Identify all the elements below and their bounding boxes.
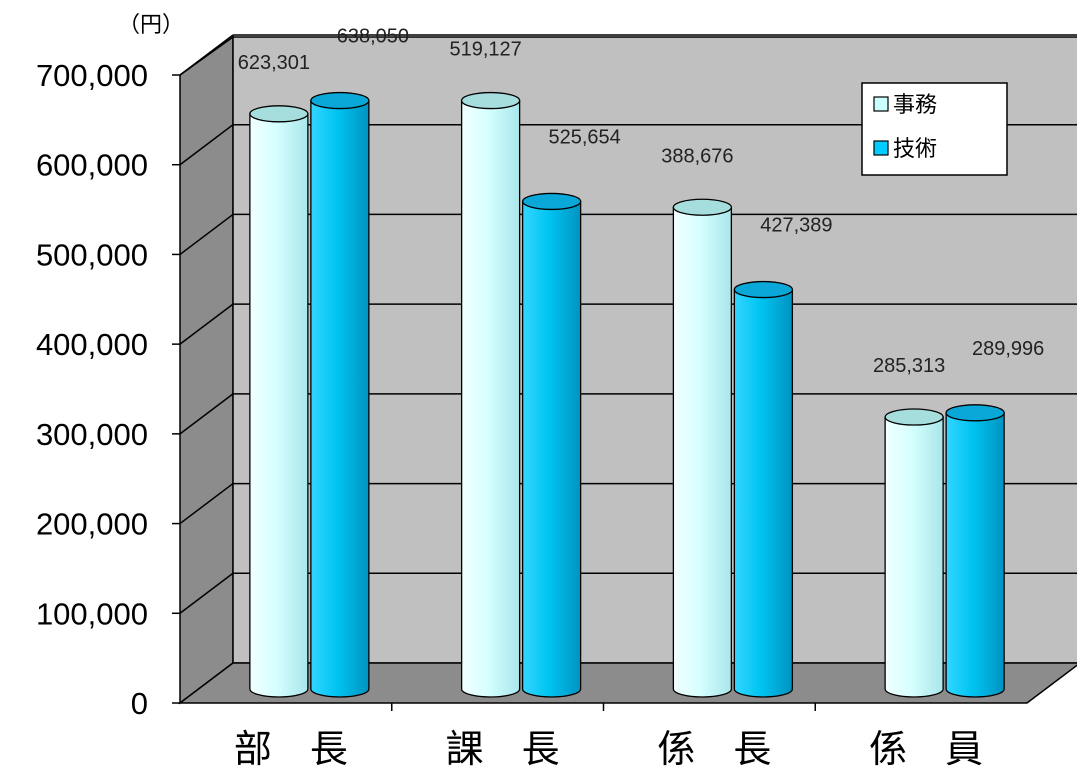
gridline-side (179, 34, 234, 76)
bar-body (460, 99, 521, 698)
bar-top (884, 408, 944, 426)
y-tick-label: 200,000 (36, 507, 148, 542)
bar-top (733, 280, 794, 299)
y-tick-label: 0 (131, 686, 148, 721)
floor (177, 662, 1077, 704)
bar-body (672, 206, 733, 698)
legend-swatch-gijutsu (873, 140, 889, 156)
data-label: 289,996 (972, 338, 1044, 360)
data-label: 388,676 (661, 145, 733, 167)
x-category-label: 部 長 (234, 727, 348, 771)
back-wall (232, 36, 1077, 664)
x-category-label: 係 長 (657, 727, 771, 771)
bar-top (249, 105, 309, 123)
y-axis-ticks: 0 100,000 200,000 300,000 400,000 500,000 600,… (36, 58, 816, 721)
bar-jimu (884, 408, 944, 698)
y-tick-label: 300,000 (36, 417, 148, 452)
gridline-side (179, 124, 234, 166)
y-tick-label: 700,000 (36, 58, 148, 93)
bar-gijutsu (310, 91, 370, 698)
data-label: 525,654 (548, 126, 620, 148)
legend: 事務 技術 (861, 82, 1008, 176)
x-category-label: 課 長 (446, 727, 560, 771)
bar-body (945, 412, 1005, 698)
gridline-side (179, 393, 234, 435)
bar-body (733, 288, 794, 698)
gridline-side (179, 572, 234, 614)
bar-jimu (460, 91, 521, 698)
bar-body (249, 113, 309, 698)
bar-top (310, 91, 370, 110)
legend-label-gijutsu: 技術 (893, 137, 937, 162)
data-label: 519,127 (449, 39, 521, 61)
data-labels: 623,301 638,050 519,127 525,654 388,676 427,3… (238, 26, 1045, 377)
y-unit-label: （円） (118, 13, 184, 38)
bar-body (884, 416, 944, 698)
bar-gijutsu (733, 280, 794, 698)
data-label: 638,050 (337, 26, 409, 48)
bar-top (945, 404, 1005, 422)
bar-body (310, 99, 370, 698)
data-label: 285,313 (873, 355, 945, 377)
bar-top (460, 91, 521, 110)
legend-box (861, 82, 1008, 176)
y-tick-label: 400,000 (36, 327, 148, 362)
bar-body (521, 200, 582, 698)
data-label: 427,389 (760, 215, 832, 237)
y-tick-label: 500,000 (36, 237, 148, 272)
bar-jimu (672, 198, 733, 698)
y-tick-label: 100,000 (36, 596, 148, 631)
x-axis-categories: 部 長課 長係 長係 員 (234, 727, 983, 771)
bar-gijutsu (945, 404, 1005, 698)
bar-jimu (249, 105, 309, 698)
legend-label-jimu: 事務 (893, 93, 937, 118)
side-wall (179, 35, 234, 705)
legend-swatch-jimu (873, 96, 889, 112)
bars (249, 91, 1005, 698)
gridline-side (179, 303, 234, 345)
gridline-side (179, 482, 234, 525)
bar-gijutsu (521, 192, 582, 698)
x-category-label: 係 員 (869, 727, 983, 771)
data-label: 623,301 (238, 52, 310, 74)
bar-top (672, 198, 733, 216)
gridline-side (179, 213, 234, 256)
bar-top (521, 192, 582, 211)
y-tick-label: 600,000 (36, 148, 148, 183)
